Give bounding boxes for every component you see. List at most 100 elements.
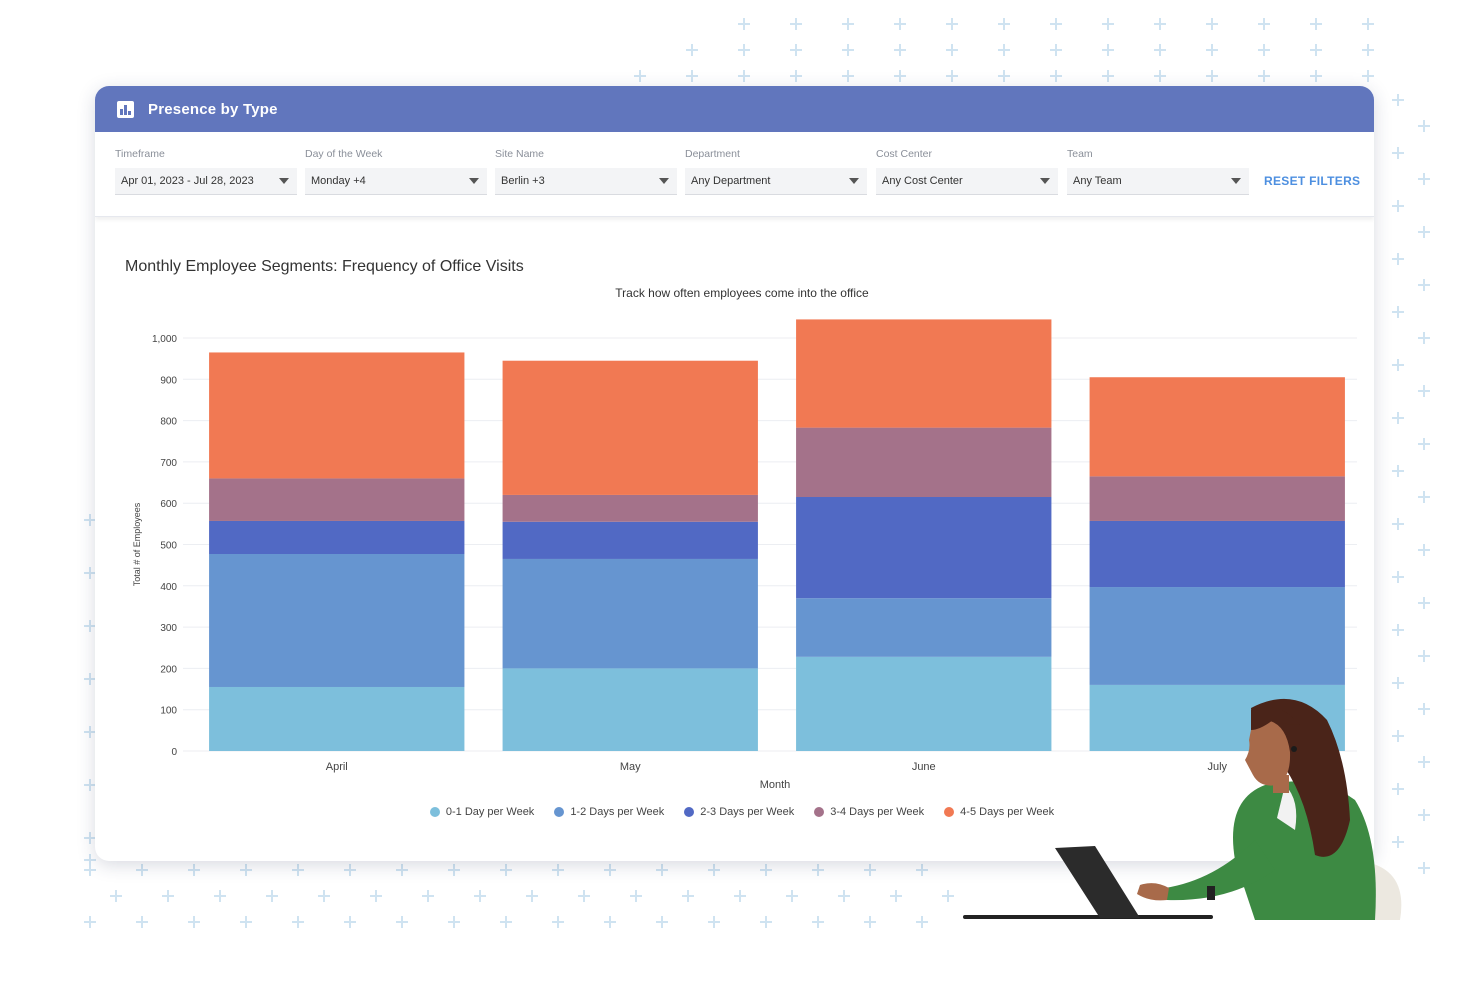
plus-decoration <box>448 864 460 876</box>
plus-decoration <box>682 890 694 902</box>
plus-decoration <box>1050 44 1062 56</box>
site-name-select[interactable]: Berlin +3 <box>495 168 677 195</box>
plus-decoration <box>84 916 96 928</box>
plus-decoration <box>1154 18 1166 30</box>
bar-segment <box>209 478 465 521</box>
legend-item[interactable]: 4-5 Days per Week <box>944 806 1054 818</box>
filter-label: Department <box>685 148 740 160</box>
y-tick-label: 400 <box>160 582 177 593</box>
plus-decoration <box>738 18 750 30</box>
plus-decoration <box>1206 44 1218 56</box>
plus-decoration <box>500 916 512 928</box>
bar-segment <box>502 558 758 669</box>
plus-decoration <box>838 890 850 902</box>
plus-decoration <box>1206 18 1218 30</box>
plus-decoration <box>474 890 486 902</box>
filter-label: Site Name <box>495 148 545 160</box>
filter-value: Any Department <box>691 175 771 187</box>
team-select[interactable]: Any Team <box>1067 168 1249 195</box>
y-tick-label: 900 <box>160 375 177 386</box>
card-header: Presence by Type <box>95 86 1374 132</box>
legend-dot-icon <box>554 807 565 817</box>
legend-dot-icon <box>684 807 695 817</box>
x-tick-label: June <box>912 761 936 773</box>
plus-decoration <box>1418 332 1430 344</box>
plus-decoration <box>760 916 772 928</box>
chart-legend: 0-1 Day per Week 1-2 Days per Week 2-3 Day… <box>95 806 1374 818</box>
plus-decoration <box>1392 253 1404 265</box>
plus-decoration <box>448 916 460 928</box>
y-axis-label: Total # of Employees <box>132 502 142 586</box>
plus-decoration <box>812 864 824 876</box>
timeframe-select[interactable]: Apr 01, 2023 - Jul 28, 2023 <box>115 168 297 195</box>
x-tick-label: July <box>1207 761 1227 773</box>
plus-decoration <box>1418 279 1430 291</box>
plus-decoration <box>162 890 174 902</box>
plus-decoration <box>998 70 1010 82</box>
department-select[interactable]: Any Department <box>685 168 867 195</box>
plus-decoration <box>240 864 252 876</box>
y-tick-label: 100 <box>160 706 177 717</box>
plus-decoration <box>790 44 802 56</box>
plus-decoration <box>1418 491 1430 503</box>
cost-center-select[interactable]: Any Cost Center <box>876 168 1058 195</box>
plus-decoration <box>760 864 772 876</box>
y-tick-label: 300 <box>160 623 177 634</box>
card-title: Presence by Type <box>148 100 278 118</box>
bar-segment <box>209 352 465 479</box>
plus-decoration <box>136 916 148 928</box>
plus-decoration <box>1154 44 1166 56</box>
presence-card: Presence by Type Timeframe Apr 01, 2023 … <box>95 86 1374 861</box>
plus-decoration <box>214 890 226 902</box>
plus-decoration <box>1392 147 1404 159</box>
plus-decoration <box>894 70 906 82</box>
legend-item[interactable]: 3-4 Days per Week <box>814 806 924 818</box>
bar-segment <box>1089 476 1345 521</box>
plus-decoration <box>1392 200 1404 212</box>
legend-item[interactable]: 1-2 Days per Week <box>554 806 664 818</box>
plus-decoration <box>110 890 122 902</box>
stacked-bar-chart: 0 100 200 300 400 500 600 700 800 900 1,000 Total #… <box>132 319 1357 791</box>
filter-site-name: Site Name Berlin +3 <box>495 148 677 195</box>
plus-decoration <box>344 864 356 876</box>
plus-decoration <box>1050 70 1062 82</box>
plus-decoration <box>738 44 750 56</box>
filter-team: Team Any Team <box>1067 148 1249 195</box>
plus-decoration <box>84 854 96 866</box>
plus-decoration <box>1392 94 1404 106</box>
plus-decoration <box>1418 597 1430 609</box>
caret-down-icon <box>659 178 669 184</box>
y-tick-label: 700 <box>160 458 177 469</box>
y-tick-label: 200 <box>160 664 177 675</box>
legend-item[interactable]: 2-3 Days per Week <box>684 806 794 818</box>
plus-decoration <box>1418 438 1430 450</box>
bar-segment <box>502 494 758 522</box>
plus-decoration <box>790 70 802 82</box>
plus-decoration <box>1258 44 1270 56</box>
reset-filters-button[interactable]: RESET FILTERS <box>1264 174 1361 188</box>
bar-segment <box>209 520 465 554</box>
filter-label: Day of the Week <box>305 148 383 160</box>
plus-decoration <box>998 18 1010 30</box>
caret-down-icon <box>849 178 859 184</box>
plus-decoration <box>1102 70 1114 82</box>
filter-cost-center: Cost Center Any Cost Center <box>876 148 1058 195</box>
filters-bar: Timeframe Apr 01, 2023 - Jul 28, 2023 Da… <box>95 132 1374 217</box>
filter-value: Any Team <box>1073 175 1122 187</box>
plus-decoration <box>1102 44 1114 56</box>
bar-segment <box>796 427 1052 498</box>
day-of-week-select[interactable]: Monday +4 <box>305 168 487 195</box>
bar-segment <box>209 553 465 687</box>
y-tick-label: 1,000 <box>152 334 177 345</box>
plus-decoration <box>84 864 96 876</box>
y-tick-label: 800 <box>160 417 177 428</box>
legend-item[interactable]: 0-1 Day per Week <box>429 806 534 818</box>
plus-decoration <box>1362 44 1374 56</box>
plus-decoration <box>842 44 854 56</box>
y-tick-label: 0 <box>171 747 177 758</box>
plus-decoration <box>604 864 616 876</box>
bar-segment <box>209 686 465 751</box>
caret-down-icon <box>279 178 289 184</box>
plus-decoration <box>526 890 538 902</box>
plus-decoration <box>1392 571 1404 583</box>
